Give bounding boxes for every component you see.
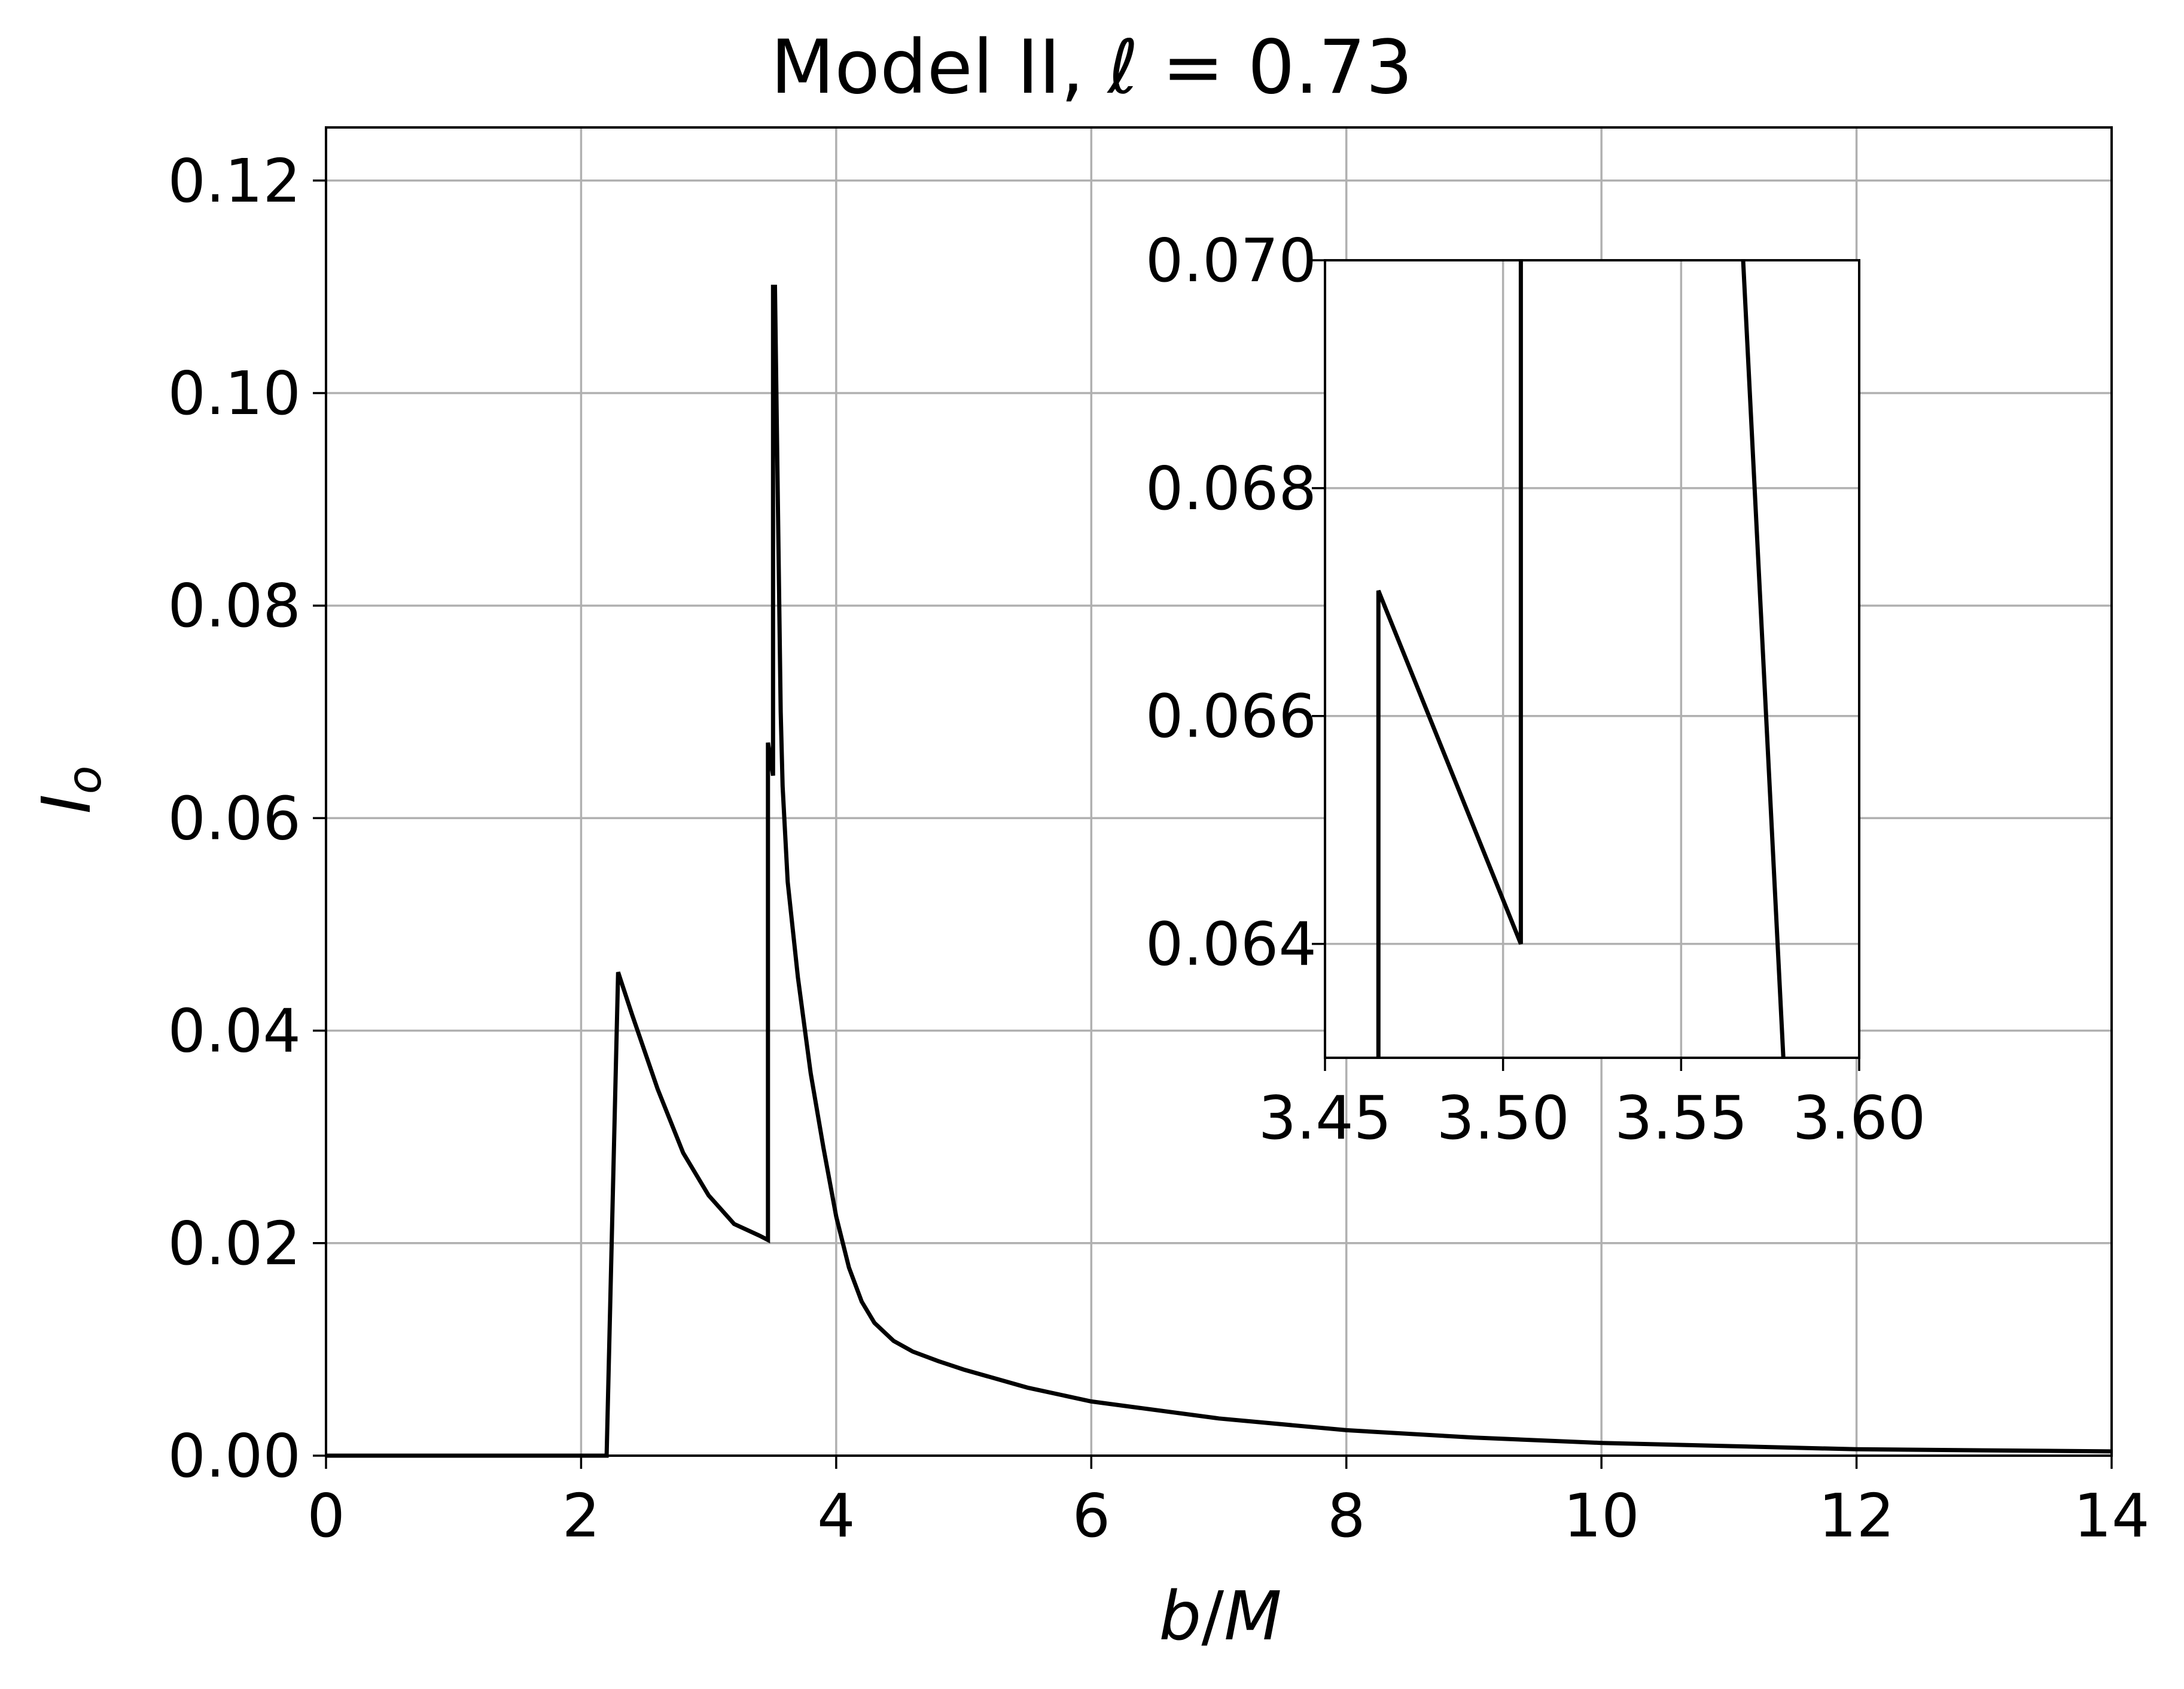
x-tick-label: 3.50	[1436, 1083, 1570, 1153]
x-tick-label: 14	[2073, 1481, 2149, 1551]
main-axes-frame	[325, 126, 2113, 1457]
x-tick-label: 3.60	[1793, 1083, 1926, 1153]
inset-background	[1325, 260, 1859, 1058]
main-ticks	[313, 179, 2113, 1469]
y-tick-label: 0.02	[167, 1209, 301, 1279]
inset-y-tick-labels: 0.064 0.066 0.068 0.070	[1146, 226, 1317, 979]
series-line	[1376, 260, 1786, 1058]
x-tick-label: 0	[307, 1481, 345, 1551]
y-tick-label: 0.12	[167, 146, 301, 216]
series-line	[326, 284, 2112, 1458]
inset-ticks	[1312, 259, 1860, 1071]
inset-x-tick-labels: 3.45 3.50 3.55 3.60	[1259, 1083, 1926, 1153]
y-tick-label: 0.066	[1146, 681, 1317, 751]
inset-axes-frame	[1324, 259, 1860, 1059]
x-tick-label: 6	[1072, 1481, 1110, 1551]
y-tick-label: 0.10	[167, 358, 301, 428]
x-tick-label: 2	[562, 1481, 601, 1551]
chart-title: Model II, ℓ = 0.73	[770, 25, 1413, 111]
main-series	[326, 284, 2112, 1458]
y-axis-label: Io	[28, 766, 112, 814]
inset-series	[1376, 260, 1786, 1058]
x-tick-label: 4	[817, 1481, 855, 1551]
y-tick-label: 0.070	[1146, 226, 1317, 296]
y-tick-label: 0.06	[167, 783, 301, 853]
x-tick-label: 10	[1564, 1481, 1640, 1551]
inset-plot-area: 3.45 3.50 3.55 3.60 0.064 0.066 0.068 0.070	[1146, 226, 1926, 1153]
y-tick-label: 0.068	[1146, 454, 1317, 524]
x-tick-label: 8	[1327, 1481, 1366, 1551]
y-tick-label: 0.04	[167, 996, 301, 1066]
main-y-tick-labels: 0.00 0.02 0.04 0.06 0.08 0.10 0.12	[167, 146, 301, 1491]
y-tick-label: 0.08	[167, 571, 301, 641]
main-x-tick-labels: 0 2 4 6 8 10 12 14	[307, 1481, 2149, 1551]
x-tick-label: 3.55	[1615, 1083, 1748, 1153]
y-tick-label: 0.064	[1146, 909, 1317, 979]
x-axis-label: b/M	[1159, 1578, 1281, 1655]
x-tick-label: 12	[1819, 1481, 1894, 1551]
x-tick-label: 3.45	[1259, 1083, 1392, 1153]
y-tick-label: 0.00	[167, 1421, 301, 1491]
